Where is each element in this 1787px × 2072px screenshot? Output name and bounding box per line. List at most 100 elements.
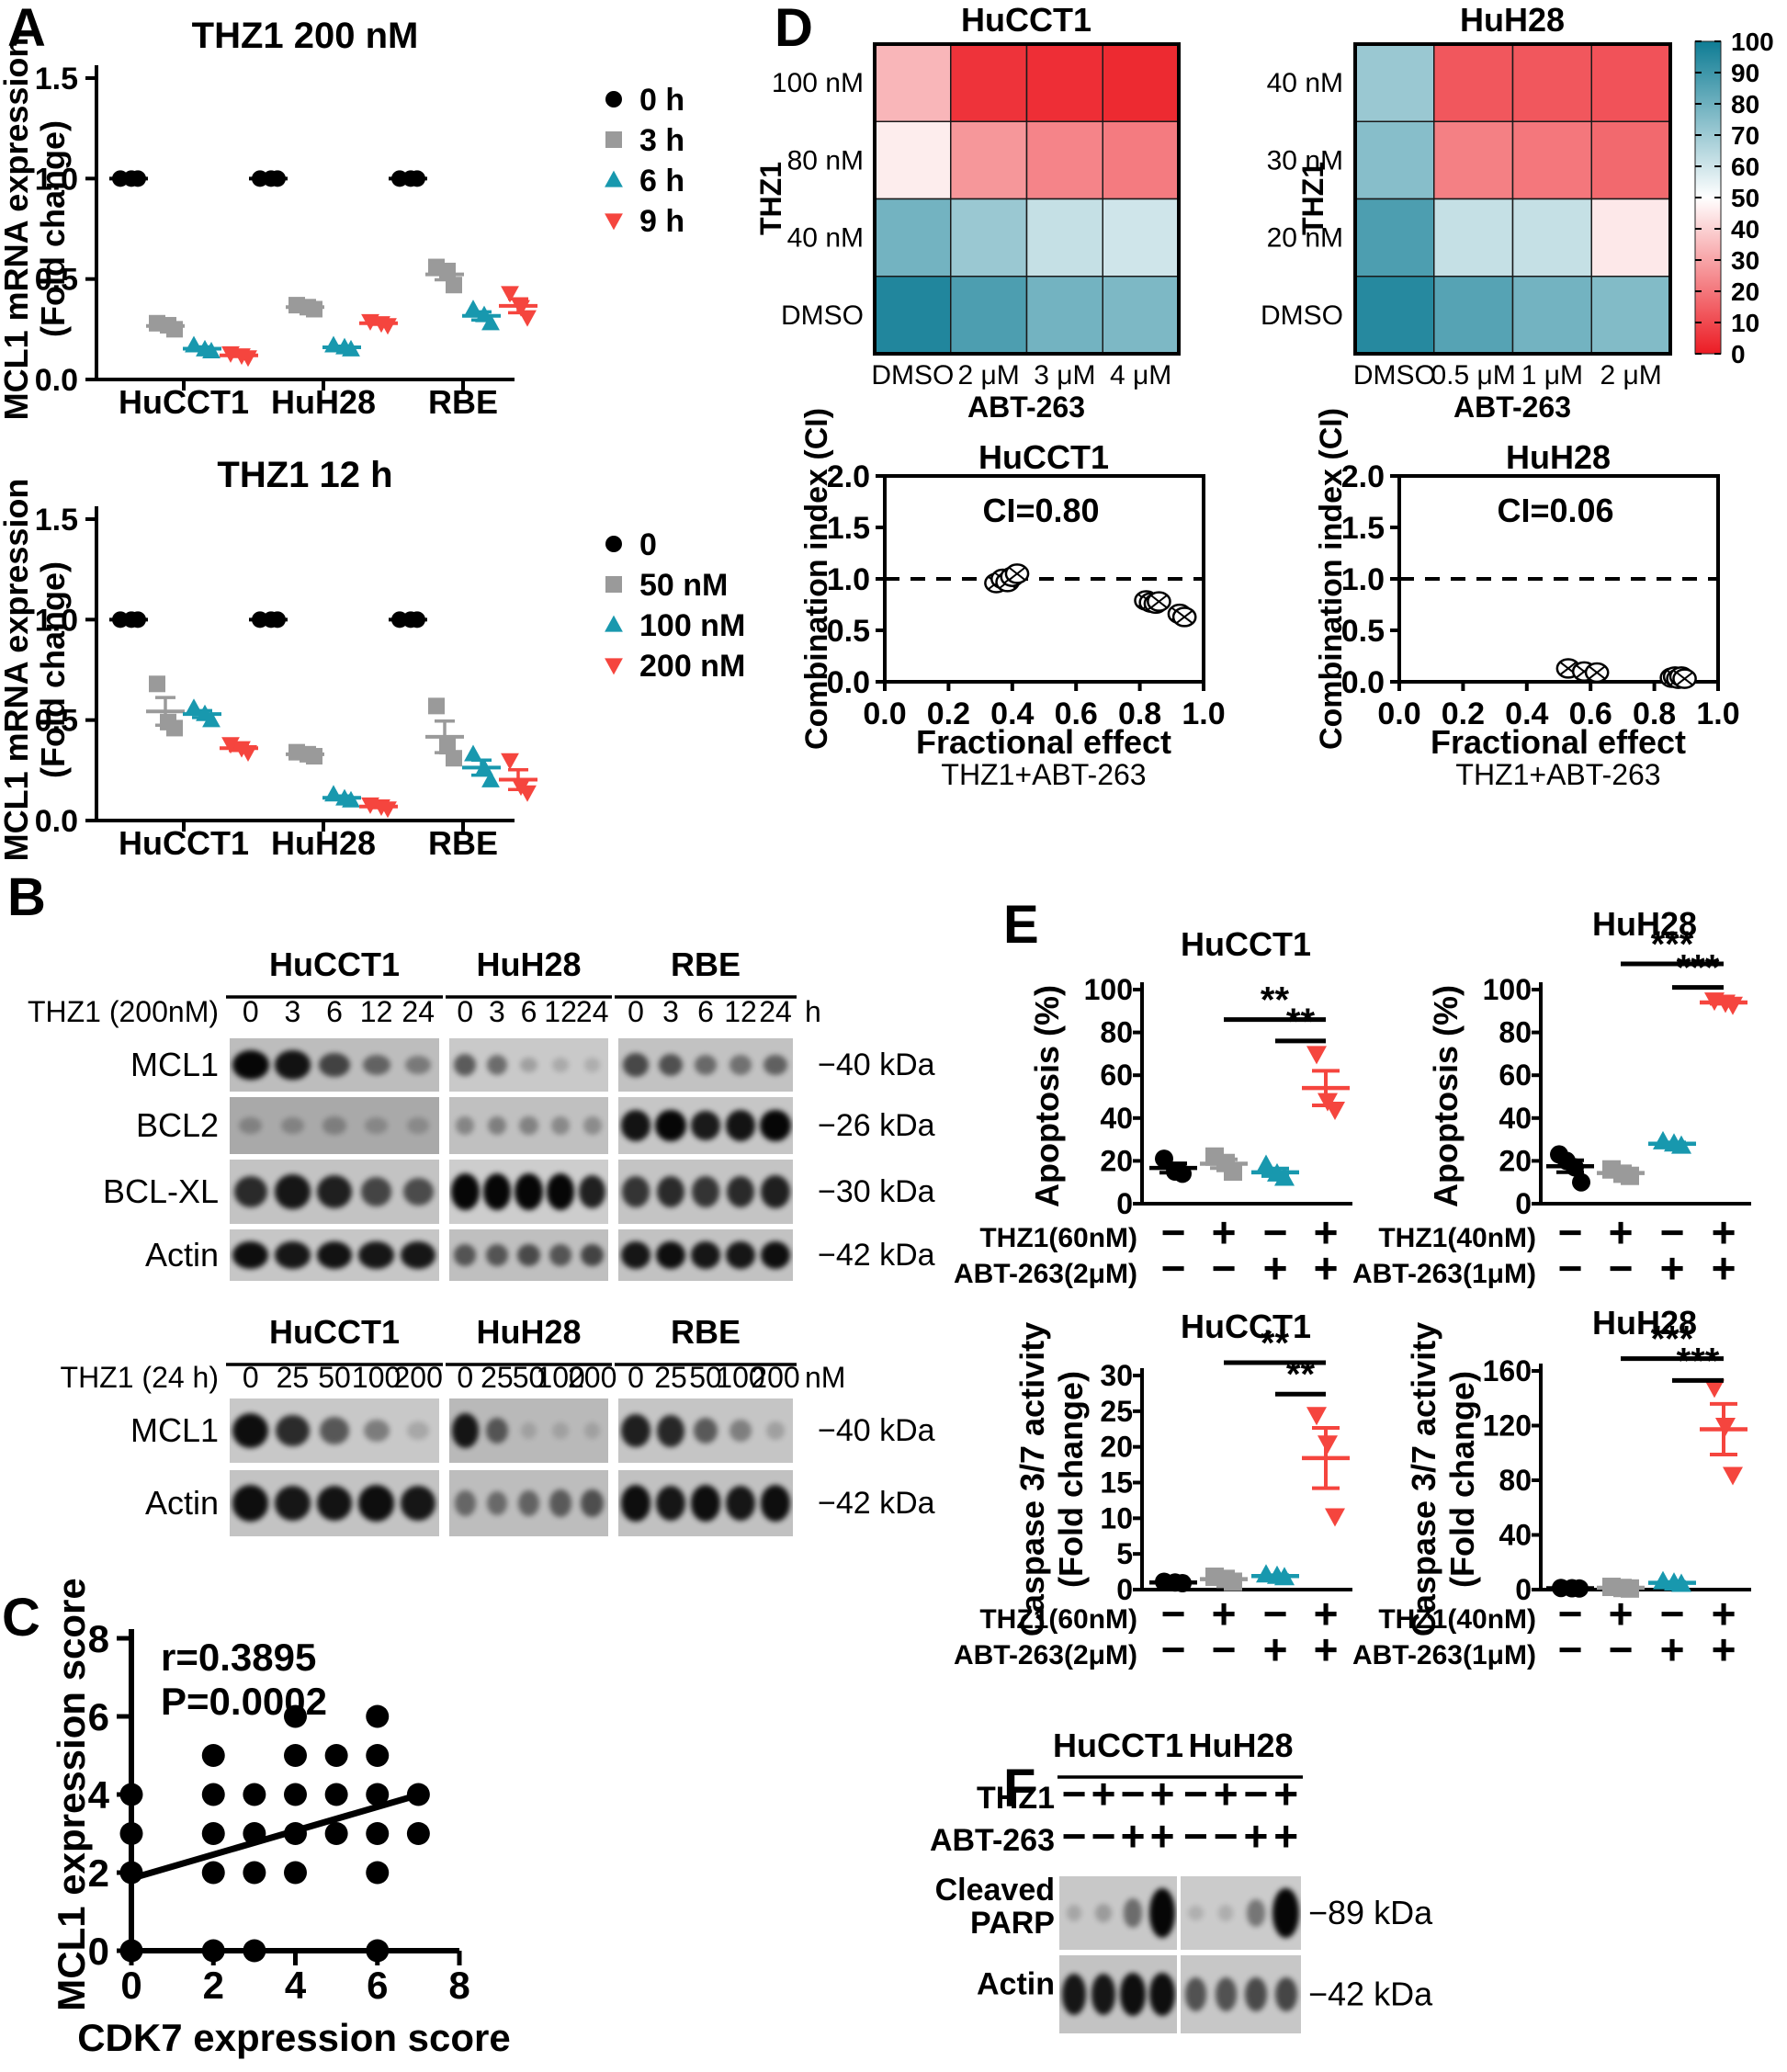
- protein-band: [729, 1055, 752, 1075]
- blot-box: [230, 1229, 439, 1281]
- blot-box: [449, 1097, 608, 1154]
- protein-band: [579, 1174, 605, 1209]
- protein-band: [551, 1116, 571, 1135]
- protein-band: [726, 1241, 755, 1269]
- protein-band: [725, 1110, 756, 1141]
- protein-band: [317, 1174, 352, 1209]
- protein-band: [656, 1485, 685, 1522]
- protein-band: [694, 1054, 718, 1075]
- protein-band: [1184, 1977, 1206, 2011]
- protein-band: [1274, 1976, 1297, 2012]
- protein-band: [232, 1240, 269, 1270]
- panel-label-a: A: [7, 0, 46, 58]
- protein-band: [655, 1109, 686, 1142]
- blot-box: [618, 1470, 793, 1536]
- protein-band: [726, 1175, 755, 1208]
- protein-band: [365, 1117, 388, 1134]
- protein-band: [517, 1243, 540, 1267]
- protein-band: [552, 1058, 569, 1072]
- blot-box: [618, 1229, 793, 1281]
- protein-band: [1217, 1905, 1234, 1921]
- protein-band: [582, 1116, 602, 1135]
- protein-band: [520, 1421, 537, 1440]
- protein-band: [620, 1110, 651, 1141]
- protein-band: [401, 1241, 436, 1269]
- protein-band: [518, 1490, 539, 1516]
- protein-band: [692, 1176, 719, 1207]
- protein-band: [454, 1244, 477, 1266]
- protein-band: [360, 1177, 392, 1206]
- protein-band: [1091, 1973, 1116, 2016]
- protein-band: [583, 1058, 601, 1072]
- protein-band: [362, 1054, 390, 1076]
- protein-band: [232, 1485, 269, 1522]
- blot-box: [230, 1470, 439, 1536]
- protein-band: [280, 1116, 304, 1135]
- protein-band: [363, 1419, 390, 1443]
- blot-box: [1181, 1876, 1301, 1950]
- protein-band: [623, 1053, 649, 1077]
- protein-band: [233, 1175, 267, 1208]
- protein-band: [482, 1173, 512, 1210]
- protein-band: [316, 1485, 353, 1522]
- protein-band: [1095, 1903, 1112, 1923]
- protein-band: [1188, 1905, 1204, 1921]
- protein-band: [581, 1489, 604, 1518]
- blot-box: [618, 1398, 793, 1463]
- panel-label-f: F: [1003, 1759, 1036, 1818]
- protein-band: [451, 1413, 479, 1448]
- protein-band: [275, 1241, 311, 1269]
- protein-band: [760, 1240, 791, 1270]
- protein-band: [620, 1485, 651, 1522]
- protein-band: [357, 1485, 395, 1522]
- blot-box: [1059, 1876, 1177, 1950]
- protein-band: [549, 1244, 572, 1266]
- blot-box: [618, 1038, 793, 1092]
- protein-band: [1149, 1973, 1175, 2016]
- protein-band: [730, 1419, 752, 1443]
- protein-band: [690, 1485, 721, 1522]
- protein-band: [583, 1421, 601, 1440]
- blot-box: [1059, 1955, 1177, 2033]
- protein-band: [405, 1056, 431, 1074]
- protein-band: [455, 1490, 476, 1516]
- protein-band: [402, 1177, 434, 1206]
- protein-band: [1246, 1899, 1266, 1927]
- protein-band: [621, 1241, 650, 1269]
- protein-band: [232, 1412, 269, 1449]
- protein-band: [1066, 1904, 1082, 1922]
- protein-band: [1148, 1887, 1176, 1939]
- blot-box: [230, 1038, 439, 1092]
- protein-band: [656, 1414, 685, 1447]
- protein-band: [407, 1421, 430, 1440]
- panel-label-d: D: [775, 0, 813, 58]
- protein-band: [456, 1115, 475, 1136]
- blot-box: [618, 1160, 793, 1224]
- protein-band: [1061, 1973, 1087, 2016]
- protein-band: [765, 1421, 786, 1440]
- protein-band: [320, 1417, 349, 1444]
- protein-band: [580, 1243, 605, 1267]
- protein-band: [656, 1175, 685, 1208]
- protein-band: [761, 1174, 790, 1209]
- protein-band: [658, 1053, 684, 1077]
- protein-band: [275, 1050, 311, 1080]
- protein-band: [485, 1417, 508, 1444]
- protein-band: [275, 1485, 311, 1522]
- protein-band: [275, 1174, 311, 1209]
- protein-band: [1244, 1976, 1267, 2012]
- protein-band: [1123, 1898, 1143, 1928]
- protein-band: [691, 1110, 720, 1141]
- protein-band: [276, 1414, 310, 1447]
- protein-band: [401, 1485, 436, 1522]
- protein-band: [485, 1244, 508, 1266]
- protein-band: [622, 1176, 650, 1207]
- blot-box: [449, 1398, 608, 1463]
- protein-band: [487, 1115, 507, 1136]
- blot-box: [230, 1160, 439, 1224]
- protein-band: [691, 1241, 720, 1269]
- protein-band: [454, 1054, 477, 1076]
- panel-label-e: E: [1003, 895, 1039, 955]
